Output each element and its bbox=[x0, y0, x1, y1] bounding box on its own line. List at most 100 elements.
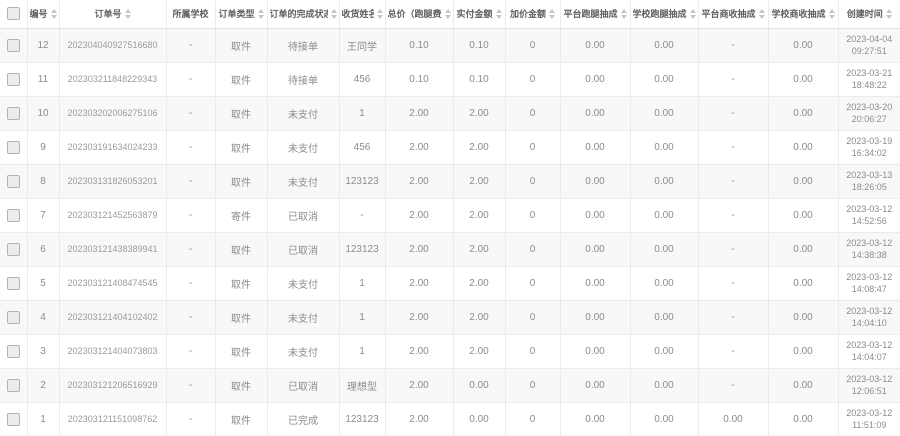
cell-school-merchant-cut: 0.00 bbox=[767, 129, 839, 165]
sort-icon[interactable] bbox=[376, 8, 383, 19]
sort-icon[interactable] bbox=[828, 8, 835, 19]
cell-school: - bbox=[165, 265, 216, 301]
column-header-school[interactable]: 所属学校 bbox=[165, 0, 216, 29]
cell-school: - bbox=[165, 231, 216, 267]
cell-order-status: 已完成 bbox=[266, 401, 340, 436]
cell-school: - bbox=[165, 95, 216, 131]
row-checkbox[interactable] bbox=[6, 378, 20, 392]
cell-order-status: 已取消 bbox=[266, 197, 340, 233]
sort-icon[interactable] bbox=[50, 8, 57, 19]
row-checkbox[interactable] bbox=[6, 242, 20, 256]
cell-markup-amount: 0 bbox=[504, 27, 561, 63]
row-checkbox[interactable] bbox=[6, 106, 20, 120]
cell-order-number: 202303121452563879 bbox=[58, 197, 167, 233]
created-date: 2023-03-19 bbox=[846, 136, 893, 146]
cell-markup-amount: 0 bbox=[504, 299, 561, 335]
select-all-checkbox[interactable] bbox=[6, 7, 20, 21]
cell-order-status: 已取消 bbox=[266, 367, 340, 403]
column-header-paid[interactable]: 实付金额 bbox=[452, 0, 506, 29]
column-header-label: 收货姓名 bbox=[341, 9, 374, 20]
column-header-label: 订单的完成状态 bbox=[269, 9, 328, 20]
sort-icon[interactable] bbox=[620, 8, 627, 19]
column-header-status[interactable]: 订单的完成状态 bbox=[266, 0, 340, 29]
created-date: 2023-04-04 bbox=[846, 34, 893, 44]
cell-order-number: 202303121404102402 bbox=[58, 299, 167, 335]
cell-checkbox bbox=[0, 163, 28, 199]
sort-icon[interactable] bbox=[689, 8, 696, 19]
row-checkbox[interactable] bbox=[6, 72, 20, 86]
cell-created-time: 2023-03-12 12:06:51 bbox=[837, 367, 900, 403]
created-time: 20:06:27 bbox=[851, 114, 887, 124]
table-row: 10 202303202006275106 - 取件 未支付 1 2.00 2.… bbox=[0, 95, 900, 131]
column-header-created[interactable]: 创建时间 bbox=[837, 0, 900, 29]
cell-recipient-name: 王同学 bbox=[338, 27, 386, 63]
cell-school: - bbox=[165, 61, 216, 97]
column-header-school_merchant_cut[interactable]: 学校商收抽成 bbox=[767, 0, 839, 29]
created-time: 14:52:56 bbox=[851, 216, 887, 226]
row-checkbox[interactable] bbox=[6, 344, 20, 358]
table-row: 7 202303121452563879 - 寄件 已取消 - 2.00 2.0… bbox=[0, 197, 900, 233]
cell-id: 5 bbox=[26, 265, 60, 301]
cell-markup-amount: 0 bbox=[504, 95, 561, 131]
cell-school-merchant-cut: 0.00 bbox=[767, 333, 839, 369]
row-checkbox[interactable] bbox=[6, 310, 20, 324]
column-header-label: 所属学校 bbox=[172, 9, 209, 20]
created-time: 16:34:02 bbox=[851, 148, 887, 158]
cell-platform-errand-cut: 0.00 bbox=[559, 333, 631, 369]
row-checkbox[interactable] bbox=[6, 174, 20, 188]
cell-platform-errand-cut: 0.00 bbox=[559, 61, 631, 97]
created-date: 2023-03-12 bbox=[846, 340, 893, 350]
cell-order-status: 待接单 bbox=[266, 61, 340, 97]
table-header-row: 编号 订单号 所属学校 订单类型 订单的完成状态 收货姓名 总价（跑腿费） bbox=[0, 0, 900, 29]
cell-platform-merchant-cut: - bbox=[697, 367, 769, 403]
cell-id: 6 bbox=[26, 231, 60, 267]
cell-total-price: 0.10 bbox=[384, 61, 454, 97]
sort-icon[interactable] bbox=[549, 8, 555, 19]
cell-total-price: 2.00 bbox=[384, 231, 454, 267]
sort-icon[interactable] bbox=[495, 8, 502, 19]
sort-icon[interactable] bbox=[444, 8, 451, 19]
row-checkbox[interactable] bbox=[6, 276, 20, 290]
cell-total-price: 2.00 bbox=[384, 95, 454, 131]
cell-order-number: 202303121206516929 bbox=[58, 367, 167, 403]
cell-order-type: 取件 bbox=[214, 367, 268, 403]
cell-created-time: 2023-03-19 16:34:02 bbox=[837, 129, 900, 165]
sort-icon[interactable] bbox=[124, 8, 131, 19]
cell-order-status: 未支付 bbox=[266, 163, 340, 199]
table-row: 5 202303121408474545 - 取件 未支付 1 2.00 2.0… bbox=[0, 265, 900, 301]
column-header-total[interactable]: 总价（跑腿费） bbox=[384, 0, 454, 29]
cell-recipient-name: - bbox=[338, 197, 386, 233]
cell-school-errand-cut: 0.00 bbox=[629, 401, 699, 436]
cell-school-merchant-cut: 0.00 bbox=[767, 401, 839, 436]
cell-school-errand-cut: 0.00 bbox=[629, 95, 699, 131]
row-checkbox[interactable] bbox=[6, 412, 20, 426]
column-header-order_no[interactable]: 订单号 bbox=[58, 0, 167, 29]
row-checkbox[interactable] bbox=[6, 208, 20, 222]
column-header-type[interactable]: 订单类型 bbox=[214, 0, 268, 29]
cell-school: - bbox=[165, 367, 216, 403]
sort-icon[interactable] bbox=[330, 8, 337, 19]
cell-id: 1 bbox=[26, 401, 60, 436]
cell-paid-amount: 0.10 bbox=[452, 61, 506, 97]
table-row: 2 202303121206516929 - 取件 已取消 理想型 2.00 0… bbox=[0, 367, 900, 403]
cell-recipient-name: 1 bbox=[338, 265, 386, 301]
column-header-recipient[interactable]: 收货姓名 bbox=[338, 0, 386, 29]
cell-created-time: 2023-03-12 14:04:10 bbox=[837, 299, 900, 335]
column-header-markup[interactable]: 加价金额 bbox=[504, 0, 561, 29]
cell-platform-merchant-cut: - bbox=[697, 265, 769, 301]
sort-icon[interactable] bbox=[885, 8, 892, 19]
column-header-platform_merchant_cut[interactable]: 平台商收抽成 bbox=[697, 0, 769, 29]
row-checkbox[interactable] bbox=[6, 38, 20, 52]
sort-icon[interactable] bbox=[758, 8, 765, 19]
created-date: 2023-03-12 bbox=[846, 408, 893, 419]
row-checkbox[interactable] bbox=[6, 140, 20, 154]
column-header-school_errand_cut[interactable]: 学校跑腿抽成 bbox=[629, 0, 699, 29]
column-header-id[interactable]: 编号 bbox=[26, 0, 60, 29]
cell-order-type: 取件 bbox=[214, 27, 268, 63]
created-time: 18:48:22 bbox=[851, 80, 887, 90]
sort-icon[interactable] bbox=[257, 8, 264, 19]
cell-order-number: 202303202006275106 bbox=[58, 95, 167, 131]
cell-school-errand-cut: 0.00 bbox=[629, 367, 699, 403]
column-header-platform_errand_cut[interactable]: 平台跑腿抽成 bbox=[559, 0, 631, 29]
